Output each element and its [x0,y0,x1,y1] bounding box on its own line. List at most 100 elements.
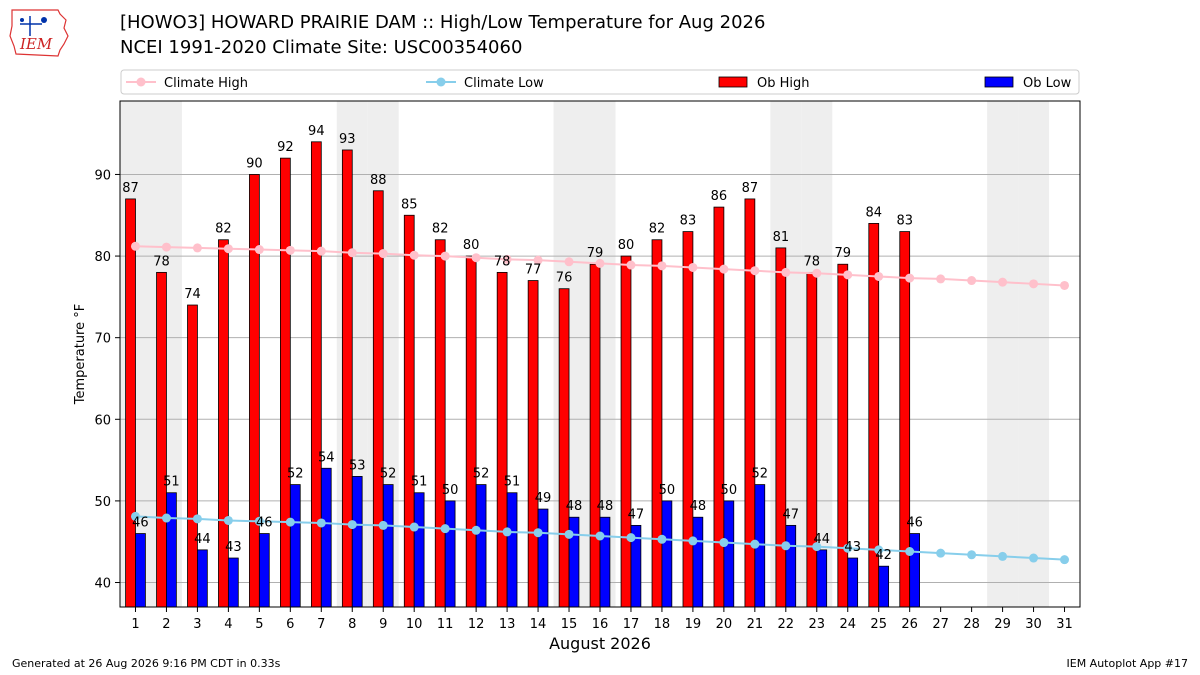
ob-low-bar [537,508,549,608]
ob-low-bar [166,492,177,608]
climate-high-point [998,277,1008,287]
ob-high-bar-label: 92 [277,140,294,155]
ob-high-bar [156,271,167,608]
x-tick-label: 17 [623,617,640,632]
ob-high-bar-label: 82 [649,222,666,237]
x-tick-label: 6 [286,617,294,632]
ob-high-bar [806,271,818,608]
legend: Climate High Climate Low Ob High Ob Low [120,69,1080,95]
ob-low-bar [413,492,425,608]
ob-high-bar [403,214,415,608]
x-tick-label: 25 [870,617,887,632]
legend-label: Climate Low [464,76,544,91]
weekend-band [1018,101,1050,607]
y-tick-label: 50 [94,495,111,510]
x-tick-label: 8 [348,617,356,632]
x-tick-label: 13 [499,617,516,632]
ob-high-bar-label: 94 [308,124,325,139]
ob-high-bar-label: 81 [773,230,790,245]
climate-low-point [161,513,171,523]
ob-high-bar-label: 83 [896,214,913,229]
legend-swatch [718,76,748,88]
ob-low-bar [475,484,487,608]
climate-high-point [688,262,698,272]
ob-high-bar-label: 85 [401,197,418,212]
ob-high-bar-label: 84 [865,205,882,220]
x-tick-label: 12 [468,617,485,632]
x-axis-label: August 2026 [549,634,651,653]
ob-low-bar [351,476,363,608]
app-label: IEM Autoplot App #17 [1066,657,1189,670]
x-tick-label: 26 [901,617,918,632]
climate-low-point [1060,555,1070,565]
ob-high-bar [310,141,322,608]
x-tick-label: 10 [406,617,423,632]
x-tick-label: 27 [932,617,949,632]
climate-low-point [905,547,915,557]
ob-low-bar-label: 52 [473,467,490,482]
ob-high-bar-label: 90 [246,156,263,171]
climate-low-point [967,550,977,560]
ob-low-bar-label: 48 [566,499,583,514]
ob-low-bar [382,484,394,608]
ob-high-bar [434,239,446,608]
ob-high-bar-label: 87 [742,181,759,196]
climate-high-point [936,274,946,284]
y-tick-label: 60 [94,413,111,428]
ob-low-bar-label: 46 [906,516,923,531]
climate-high-point [409,250,419,260]
ob-high-bar-label: 74 [184,287,201,302]
climate-low-point [595,531,605,541]
ob-low-bar [692,516,704,608]
ob-high-bar-label: 78 [804,254,821,269]
ob-low-bar-label: 53 [349,458,366,473]
x-tick-label: 5 [255,617,263,632]
climate-high-point [843,270,853,280]
ob-high-bar-label: 86 [711,189,728,204]
ob-high-bar-label: 87 [122,181,139,196]
climate-high-point [750,266,760,276]
x-tick-label: 28 [963,617,980,632]
climate-low-point [533,528,543,538]
x-tick-label: 18 [654,617,671,632]
ob-high-bar-label: 78 [153,254,170,269]
x-tick-label: 11 [437,617,454,632]
ob-low-bar [506,492,518,608]
ob-low-bar-label: 47 [782,507,799,522]
ob-high-bar-label: 76 [556,271,573,286]
climate-low-point [564,529,574,539]
iem-logo: IEM [9,9,69,57]
x-tick-label: 14 [530,617,547,632]
ob-high-bar-label: 82 [432,222,449,237]
ob-high-bar [280,157,291,608]
ob-low-bar-label: 51 [504,475,521,490]
climate-high-point [471,253,481,263]
ob-high-bar [775,247,787,608]
ob-high-bar [527,280,539,608]
y-tick-label: 90 [94,168,111,183]
ob-low-bar-label: 52 [287,467,304,482]
ob-low-bar-label: 50 [721,483,738,498]
x-tick-label: 15 [561,617,578,632]
climate-high-point [533,255,543,265]
climate-high-point [1060,280,1070,290]
x-tick-label: 3 [193,617,201,632]
ob-high-bar-label: 80 [618,238,635,253]
y-tick-label: 40 [94,577,111,592]
legend-label: Ob Low [1023,76,1072,91]
climate-low-point [781,541,791,551]
ob-high-bar [558,288,570,608]
climate-low-point [223,515,233,525]
ob-low-bar-label: 46 [256,516,273,531]
climate-high-point [285,245,295,255]
climate-high-point [223,244,233,254]
ob-low-bar-label: 43 [225,540,242,555]
climate-high-point [874,271,884,281]
y-tick-label: 70 [94,332,111,347]
legend-marker [136,77,146,87]
x-tick-label: 19 [685,617,702,632]
climate-low-point [254,516,264,526]
iowa-outline [9,9,69,57]
ob-low-bar-label: 43 [844,540,861,555]
